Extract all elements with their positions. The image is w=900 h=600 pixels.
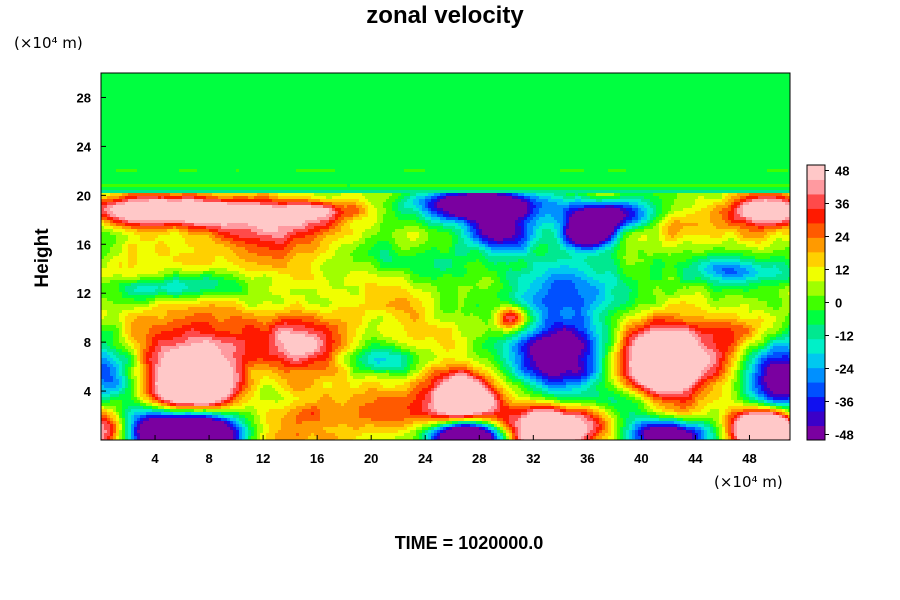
x-tick-label: 36 [580, 451, 594, 466]
x-tick-label: 40 [634, 451, 648, 466]
colorbar-swatch [807, 194, 825, 209]
x-tick-label: 24 [418, 451, 433, 466]
colorbar-swatch [807, 179, 825, 194]
x-tick-label: 12 [256, 451, 270, 466]
colorbar-swatch [807, 426, 825, 441]
colorbar-swatch [807, 368, 825, 383]
chart-title: zonal velocity [366, 2, 524, 29]
y-tick-label: 28 [77, 90, 91, 105]
colorbar-ticks: 48 36 24 12 0 -12 -24 -36 -48 [825, 164, 855, 443]
colorbar-swatch [807, 295, 825, 310]
colorbar-tick-label: 48 [835, 164, 849, 179]
colorbar-swatch [807, 324, 825, 339]
colorbar-swatch [807, 397, 825, 412]
heatmap-field [101, 73, 790, 440]
colorbar-tick-label: -12 [835, 329, 854, 344]
colorbar-tick-label: -24 [835, 362, 855, 377]
colorbar-swatch [807, 339, 825, 354]
colorbar-swatch [807, 208, 825, 223]
x-axis-unit: (×10⁴ m) [714, 473, 783, 491]
y-tick-label: 20 [77, 188, 91, 203]
y-tick-label: 8 [84, 335, 91, 350]
colorbar-swatch [807, 281, 825, 296]
x-tick-label: 48 [742, 451, 756, 466]
x-tick-label: 44 [688, 451, 703, 466]
colorbar-swatch [807, 353, 825, 368]
y-axis-label: Height [32, 228, 53, 288]
x-tick-label: 28 [472, 451, 486, 466]
x-tick-label: 4 [151, 451, 159, 466]
colorbar-tick-label: -48 [835, 428, 854, 443]
y-tick-label: 16 [77, 237, 91, 252]
y-tick-label: 4 [84, 384, 92, 399]
colorbar-tick-label: 24 [835, 230, 850, 245]
colorbar-swatch [807, 237, 825, 252]
y-tick-label: 24 [77, 139, 92, 154]
colorbar-swatch [807, 266, 825, 281]
x-tick-label: 20 [364, 451, 378, 466]
colorbar-tick-label: -36 [835, 395, 854, 410]
colorbar-swatch [807, 382, 825, 397]
x-tick-label: 8 [205, 451, 212, 466]
colorbar-tick-label: 12 [835, 263, 849, 278]
colorbar-swatch [807, 252, 825, 267]
y-axis-unit: (×10⁴ m) [14, 34, 83, 52]
x-tick-label: 16 [310, 451, 324, 466]
colorbar-swatch [807, 310, 825, 325]
colorbar-swatch [807, 223, 825, 238]
colorbar-tick-label: 0 [835, 296, 842, 311]
x-tick-label: 32 [526, 451, 540, 466]
colorbar-swatch [807, 165, 825, 180]
colorbar-swatch [807, 411, 825, 426]
y-tick-label: 12 [77, 286, 91, 301]
colorbar [807, 165, 825, 441]
time-label: TIME = 1020000.0 [395, 533, 544, 553]
colorbar-tick-label: 36 [835, 197, 849, 212]
